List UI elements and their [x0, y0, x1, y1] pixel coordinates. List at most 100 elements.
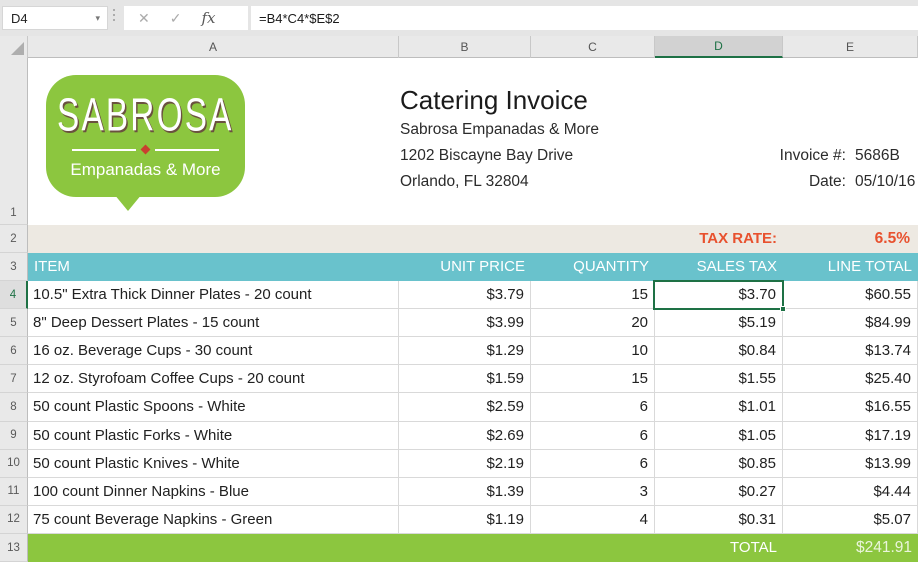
table-row: 7 12 oz. Styrofoam Coffee Cups - 20 coun…	[0, 365, 918, 394]
formula-input[interactable]: =B4*C4*$E$2	[251, 6, 918, 30]
cell-unit-price[interactable]: $1.59	[399, 365, 531, 394]
row-header-10[interactable]: 10	[0, 449, 28, 478]
total-row: 13 TOTAL $241.91	[0, 534, 918, 562]
address-line[interactable]: 1202 Biscayne Bay Drive	[400, 147, 574, 164]
diamond-icon	[140, 144, 151, 155]
column-header-b[interactable]: B	[399, 36, 531, 58]
date-value[interactable]: 05/10/16	[855, 173, 916, 190]
formula-bar-drag-handle-icon[interactable]	[113, 9, 115, 21]
cell-line-total[interactable]: $4.44	[783, 477, 918, 506]
cell-quantity[interactable]: 6	[531, 449, 655, 478]
cell-name-box[interactable]: D4 ▾	[2, 6, 108, 30]
row-header-6[interactable]: 6	[0, 337, 28, 366]
cell-unit-price[interactable]: $3.99	[399, 309, 531, 338]
insert-function-icon[interactable]: fx	[201, 9, 216, 27]
cell-item[interactable]: 75 count Beverage Napkins - Green	[28, 505, 399, 534]
cell-line-total[interactable]: $60.55	[783, 281, 918, 310]
cell-sales-tax[interactable]: $0.31	[655, 505, 783, 534]
cell-line-total[interactable]: $16.55	[783, 393, 918, 422]
cell-unit-price[interactable]: $2.19	[399, 449, 531, 478]
cell-unit-price[interactable]: $2.59	[399, 393, 531, 422]
company-name[interactable]: Sabrosa Empanadas & More	[400, 121, 600, 138]
column-header-d[interactable]: D	[655, 36, 783, 58]
row-header-13[interactable]: 13	[0, 534, 28, 562]
cell-sales-tax[interactable]: $5.19	[655, 309, 783, 338]
invoice-number-value[interactable]: 5686B	[855, 147, 900, 164]
table-row: 11 100 count Dinner Napkins - Blue $1.39…	[0, 477, 918, 506]
cell-sales-tax[interactable]: $0.84	[655, 337, 783, 366]
cell-unit-price[interactable]: $1.19	[399, 505, 531, 534]
row-header-8[interactable]: 8	[0, 393, 28, 422]
cell-sales-tax[interactable]: $1.05	[655, 421, 783, 450]
cell-item[interactable]: 50 count Plastic Knives - White	[28, 449, 399, 478]
cell-sales-tax[interactable]: $3.70	[655, 281, 783, 310]
cell-unit-price[interactable]: $1.29	[399, 337, 531, 366]
total-area: TOTAL $241.91	[28, 534, 918, 562]
logo-brand-text: SABROSA	[57, 88, 234, 141]
cell-quantity[interactable]: 10	[531, 337, 655, 366]
city-line[interactable]: Orlando, FL 32804	[400, 173, 529, 190]
row-header-7[interactable]: 7	[0, 365, 28, 394]
column-header-c[interactable]: C	[531, 36, 655, 58]
table-header-area: ITEM UNIT PRICE QUANTITY SALES TAX LINE …	[28, 253, 918, 281]
row-header-2[interactable]: 2	[0, 225, 28, 253]
table-row: 8 50 count Plastic Spoons - White $2.59 …	[0, 393, 918, 422]
invoice-number-label[interactable]: Invoice #:	[779, 147, 846, 164]
cell-item[interactable]: 50 count Plastic Forks - White	[28, 421, 399, 450]
cell-quantity[interactable]: 3	[531, 477, 655, 506]
cell-unit-price[interactable]: $3.79	[399, 281, 531, 310]
cell-sales-tax[interactable]: $0.27	[655, 477, 783, 506]
column-header-e[interactable]: E	[783, 36, 918, 58]
cell-sales-tax[interactable]: $0.85	[655, 449, 783, 478]
total-label[interactable]: TOTAL	[730, 539, 777, 556]
invoice-title[interactable]: Catering Invoice	[400, 85, 588, 115]
cell-line-total[interactable]: $5.07	[783, 505, 918, 534]
cell-item[interactable]: 50 count Plastic Spoons - White	[28, 393, 399, 422]
invoice-header-area: SABROSA Empanadas & More Catering Invoic…	[28, 58, 918, 225]
tax-rate-area: TAX RATE: 6.5%	[28, 225, 918, 253]
enter-icon[interactable]: ✓	[169, 9, 182, 26]
row-header-4[interactable]: 4	[0, 281, 28, 310]
row-header-11[interactable]: 11	[0, 477, 28, 506]
cell-quantity[interactable]: 4	[531, 505, 655, 534]
cell-line-total[interactable]: $13.99	[783, 449, 918, 478]
row-header-5[interactable]: 5	[0, 309, 28, 338]
total-value[interactable]: $241.91	[855, 539, 912, 556]
date-label[interactable]: Date:	[808, 173, 846, 190]
cell-item[interactable]: 12 oz. Styrofoam Coffee Cups - 20 count	[28, 365, 399, 394]
name-box-dropdown-icon[interactable]: ▾	[95, 12, 100, 23]
cell-unit-price[interactable]: $2.69	[399, 421, 531, 450]
cell-line-total[interactable]: $84.99	[783, 309, 918, 338]
column-header-a[interactable]: A	[28, 36, 399, 58]
cell-unit-price[interactable]: $1.39	[399, 477, 531, 506]
header-quantity[interactable]: QUANTITY	[573, 258, 649, 275]
header-sales-tax[interactable]: SALES TAX	[696, 258, 777, 275]
header-unit-price[interactable]: UNIT PRICE	[440, 258, 525, 275]
cell-item[interactable]: 16 oz. Beverage Cups - 30 count	[28, 337, 399, 366]
cell-line-total[interactable]: $25.40	[783, 365, 918, 394]
cell-quantity[interactable]: 15	[531, 281, 655, 310]
row-header-1[interactable]: 1	[0, 58, 28, 225]
header-item[interactable]: ITEM	[34, 258, 70, 275]
formula-bar-buttons: ✕ ✓ fx	[124, 6, 248, 30]
cell-sales-tax[interactable]: $1.01	[655, 393, 783, 422]
cancel-icon[interactable]: ✕	[138, 9, 150, 26]
cell-item[interactable]: 10.5" Extra Thick Dinner Plates - 20 cou…	[28, 281, 399, 310]
row-header-12[interactable]: 12	[0, 505, 28, 534]
cell-quantity[interactable]: 15	[531, 365, 655, 394]
cell-item[interactable]: 100 count Dinner Napkins - Blue	[28, 477, 399, 506]
select-all-button[interactable]	[0, 36, 28, 58]
cell-quantity[interactable]: 6	[531, 421, 655, 450]
header-line-total[interactable]: LINE TOTAL	[827, 258, 912, 275]
cell-quantity[interactable]: 20	[531, 309, 655, 338]
cell-quantity[interactable]: 6	[531, 393, 655, 422]
row-header-3[interactable]: 3	[0, 253, 28, 281]
tax-rate-value[interactable]: 6.5%	[874, 230, 910, 247]
cell-sales-tax[interactable]: $1.55	[655, 365, 783, 394]
cell-line-total[interactable]: $13.74	[783, 337, 918, 366]
cell-item[interactable]: 8" Deep Dessert Plates - 15 count	[28, 309, 399, 338]
cell-line-total[interactable]: $17.19	[783, 421, 918, 450]
tax-rate-label[interactable]: TAX RATE:	[699, 230, 777, 247]
table-row: 4 10.5" Extra Thick Dinner Plates - 20 c…	[0, 281, 918, 310]
row-header-9[interactable]: 9	[0, 421, 28, 450]
